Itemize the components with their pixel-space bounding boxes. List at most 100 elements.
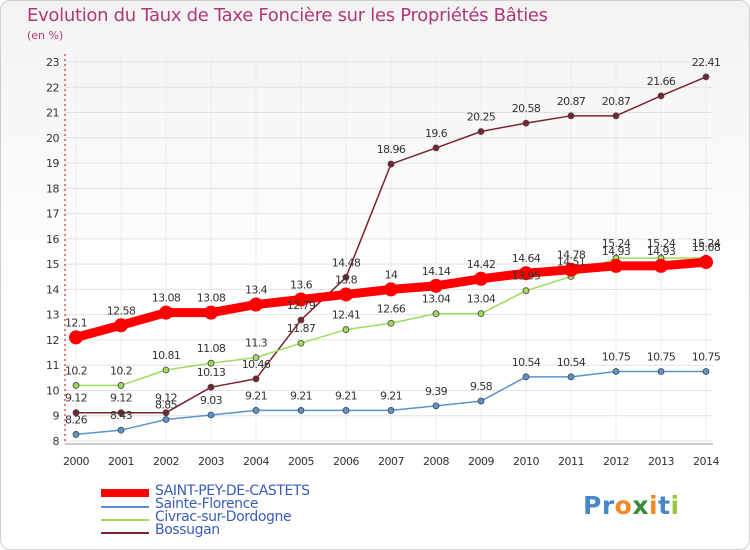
y-tick-label: 17	[46, 208, 59, 221]
data-point-sainte-florence	[477, 397, 485, 405]
data-point-sainte-florence	[702, 368, 710, 375]
proxiti-logo: Proxiti	[583, 491, 680, 520]
x-tick-label: 2010	[513, 455, 539, 468]
x-tick-label: 2000	[63, 455, 89, 468]
data-point-saint-pey-de-castets	[519, 266, 533, 281]
logo-letter: x	[632, 491, 649, 520]
data-point-civrac-sur-dordogne	[297, 339, 305, 347]
data-label-bossugan: 9.12	[155, 392, 177, 405]
data-point-saint-pey-de-castets	[654, 258, 668, 273]
data-label-bossugan: 10.46	[242, 358, 271, 371]
data-point-bossugan	[567, 112, 575, 120]
data-point-bossugan	[117, 409, 125, 417]
data-point-saint-pey-de-castets	[384, 282, 398, 297]
data-label-saint-pey-de-castets: 14	[385, 268, 398, 281]
x-tick-label: 2014	[693, 455, 719, 468]
data-label-sainte-florence: 9.58	[470, 380, 493, 393]
data-label-saint-pey-de-castets: 14.78	[557, 249, 586, 262]
data-point-bossugan	[387, 160, 395, 168]
data-point-saint-pey-de-castets	[204, 305, 218, 320]
data-point-saint-pey-de-castets	[114, 318, 128, 333]
data-label-sainte-florence: 8.26	[65, 413, 88, 426]
data-label-sainte-florence: 10.75	[602, 351, 631, 364]
data-label-saint-pey-de-castets: 12.58	[107, 304, 136, 317]
y-tick-label: 13	[46, 309, 59, 322]
data-label-bossugan: 20.87	[602, 95, 631, 108]
data-point-bossugan	[657, 92, 665, 100]
data-label-sainte-florence: 10.54	[557, 356, 586, 369]
data-label-bossugan: 10.13	[197, 366, 226, 379]
data-label-saint-pey-de-castets: 12.1	[65, 316, 87, 329]
y-tick-label: 23	[46, 56, 59, 69]
data-point-civrac-sur-dordogne	[252, 354, 260, 362]
data-label-civrac-sur-dordogne: 15.24	[647, 237, 676, 250]
y-tick-label: 15	[46, 258, 59, 271]
data-label-civrac-sur-dordogne: 10.2	[110, 364, 132, 377]
y-tick-label: 14	[46, 283, 59, 296]
data-label-civrac-sur-dordogne: 15.24	[692, 237, 721, 250]
x-tick-label: 2004	[243, 455, 269, 468]
data-point-saint-pey-de-castets	[339, 287, 353, 302]
data-point-sainte-florence	[657, 368, 665, 375]
data-point-sainte-florence	[387, 407, 395, 414]
y-tick-label: 22	[46, 81, 59, 94]
data-point-bossugan	[207, 383, 215, 391]
x-tick-label: 2005	[288, 455, 314, 468]
logo-letter: i	[649, 491, 659, 520]
data-point-bossugan	[477, 128, 485, 135]
data-point-saint-pey-de-castets	[294, 292, 308, 307]
data-label-saint-pey-de-castets: 13.08	[197, 292, 226, 305]
data-point-bossugan	[72, 409, 80, 417]
data-label-civrac-sur-dordogne: 12.66	[377, 302, 406, 315]
data-point-civrac-sur-dordogne	[477, 310, 485, 318]
y-tick-label: 12	[46, 334, 59, 347]
x-tick-label: 2013	[648, 455, 674, 468]
data-label-saint-pey-de-castets: 14.64	[512, 252, 541, 265]
data-label-bossugan: 20.58	[512, 102, 541, 115]
y-tick-label: 10	[46, 384, 59, 397]
data-label-civrac-sur-dordogne: 11.87	[287, 322, 316, 335]
data-label-saint-pey-de-castets: 14.93	[647, 245, 676, 258]
legend-label: Sainte-Florence	[155, 496, 259, 512]
legend-label: Bossugan	[155, 522, 220, 538]
data-point-civrac-sur-dordogne	[387, 319, 395, 327]
logo-letter: i	[670, 491, 680, 520]
data-point-civrac-sur-dordogne	[342, 326, 350, 333]
data-point-saint-pey-de-castets	[474, 271, 488, 286]
x-tick-label: 2012	[603, 455, 629, 468]
data-label-sainte-florence: 9.03	[200, 394, 223, 407]
x-tick-label: 2003	[198, 455, 224, 468]
data-label-bossugan: 22.41	[692, 56, 721, 69]
unit-label: (en %)	[27, 29, 64, 42]
data-label-civrac-sur-dordogne: 10.2	[65, 364, 87, 377]
y-tick-label: 18	[46, 182, 59, 195]
data-label-saint-pey-de-castets: 14.14	[422, 265, 451, 278]
data-label-saint-pey-de-castets: 13.6	[290, 279, 313, 292]
data-label-civrac-sur-dordogne: 12.41	[332, 309, 361, 322]
data-label-civrac-sur-dordogne: 14.51	[557, 256, 586, 269]
y-tick-label: 19	[46, 157, 59, 170]
data-point-sainte-florence	[207, 411, 215, 419]
logo-letter: r	[601, 491, 615, 520]
data-label-bossugan: 20.25	[467, 110, 496, 123]
data-point-bossugan	[702, 73, 710, 81]
legend-label: SAINT-PEY-DE-CASTETS	[155, 483, 310, 499]
data-label-saint-pey-de-castets: 13.8	[335, 273, 358, 286]
legend-swatch	[101, 489, 149, 497]
data-point-bossugan	[162, 409, 170, 417]
data-point-bossugan	[297, 316, 305, 324]
data-label-civrac-sur-dordogne: 11.08	[197, 342, 226, 355]
data-label-sainte-florence: 10.54	[512, 356, 541, 369]
data-point-sainte-florence	[117, 426, 125, 434]
data-label-bossugan: 9.12	[65, 392, 87, 405]
data-label-sainte-florence: 9.21	[380, 389, 402, 402]
chart-title: Evolution du Taux de Taxe Foncière sur l…	[27, 5, 548, 26]
x-tick-label: 2001	[108, 455, 134, 468]
y-tick-label: 8	[53, 435, 60, 448]
data-point-civrac-sur-dordogne	[162, 366, 170, 374]
y-tick-label: 9	[53, 410, 60, 423]
data-label-sainte-florence: 9.21	[335, 389, 357, 402]
data-point-sainte-florence	[342, 407, 350, 414]
data-label-civrac-sur-dordogne: 13.04	[422, 293, 451, 306]
